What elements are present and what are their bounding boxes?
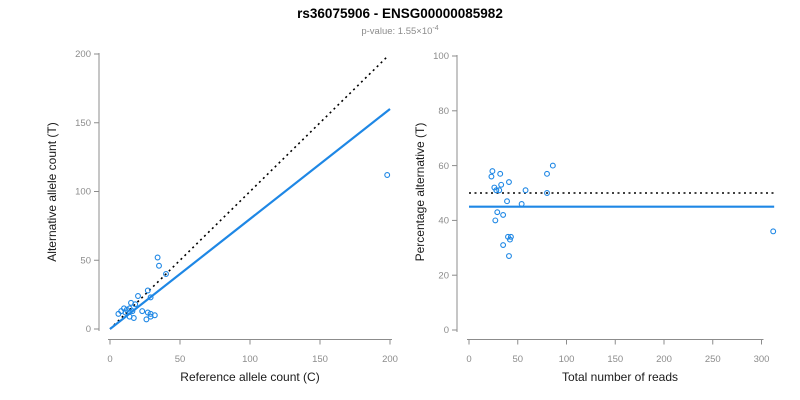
y-tick-label: 80 [438,106,449,117]
data-point [544,170,550,177]
data-point [384,172,391,178]
subtitle-text: p-value: 1.55×10 [361,26,433,38]
regression-line [109,108,391,330]
data-point [496,187,503,194]
x-tick-label: 250 [705,354,721,365]
y-tick-label: 0 [86,324,91,335]
y-tick-label: 60 [438,161,449,172]
x-tick-label: 50 [512,354,523,365]
x-tick-label: 150 [312,354,328,365]
data-point [129,308,136,315]
x-tick-label: 200 [656,354,672,365]
data-point [489,168,496,175]
x-axis-title: Reference allele count (C) [180,370,319,384]
x-tick-label: 100 [559,354,575,365]
data-point [488,173,495,180]
data-point [518,201,525,207]
x-axis-title: Total number of reads [562,370,678,384]
y-axis-title: Percentage alternative (T) [413,123,427,262]
data-point [143,316,150,323]
data-point [147,294,154,301]
data-point [770,228,777,235]
y-tick-label: 50 [80,255,91,266]
x-tick-label: 0 [107,354,112,365]
data-point [163,271,169,277]
y-tick-label: 150 [75,118,91,129]
plot-subtitle: p-value: 1.55×10-4 [0,25,800,37]
x-tick-label: 300 [754,354,770,365]
data-point [144,309,151,316]
data-point [506,179,512,185]
data-point [506,253,512,259]
data-point [522,187,529,194]
data-point [130,315,137,321]
data-point [132,301,139,308]
x-tick-label: 200 [382,354,398,365]
data-point [492,217,499,224]
data-point [507,236,513,243]
data-point [497,170,504,177]
y-tick-label: 100 [433,51,449,62]
y-tick-label: 20 [438,270,449,281]
data-point [493,187,500,194]
data-point [544,190,550,196]
data-point [123,306,130,313]
data-point [156,262,162,269]
data-point [151,312,158,319]
data-point [500,211,507,218]
y-tick-label: 100 [75,187,91,198]
x-tick-label: 150 [607,354,623,365]
plot-title: rs36075906 - ENSG00000085982 [297,6,503,21]
data-point [498,181,505,188]
data-point [135,293,141,299]
y-tick-label: 40 [438,216,449,227]
panel-right: 0 20 40 60 80 100 0 50 100 150 200 250 300 Total numb… [413,51,777,384]
identity-line [109,56,388,330]
y-axis-title: Alternative allele count (T) [45,122,59,261]
data-point [154,254,161,261]
panel-left: 0 50 100 150 200 0 50 100 150 200 Reference allele… [45,49,398,384]
data-point [504,198,510,205]
data-point [115,310,122,317]
data-point [494,209,501,216]
data-point [549,162,556,169]
x-tick-label: 0 [466,354,471,365]
y-tick-label: 200 [75,49,91,60]
x-tick-label: 100 [242,354,258,365]
x-tick-label: 50 [175,354,186,365]
data-point [507,233,514,240]
y-tick-label: 0 [444,325,449,336]
subtitle-exponent: -4 [432,25,439,32]
data-point [144,287,151,294]
data-point [500,242,507,249]
data-point [139,308,146,315]
